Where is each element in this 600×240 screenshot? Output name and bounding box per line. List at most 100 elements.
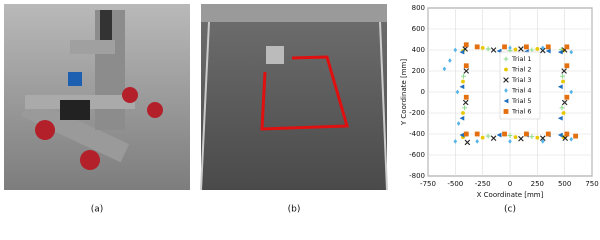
- point: [480, 135, 485, 140]
- x-tick-label: -500: [447, 180, 463, 188]
- point: [474, 131, 480, 137]
- point: [513, 47, 518, 52]
- legend-label: Trial 6: [511, 108, 531, 116]
- point: [464, 139, 471, 146]
- y-tick-label: 0: [421, 88, 425, 96]
- legend-marker: [504, 88, 508, 93]
- point: [480, 45, 485, 50]
- point: [463, 68, 470, 74]
- point: [507, 133, 513, 138]
- y-tick-label: -600: [409, 151, 425, 159]
- point: [459, 49, 465, 55]
- y-tick-label: -800: [409, 172, 425, 180]
- y-tick-label: -400: [409, 130, 425, 138]
- x-tick-label: -250: [475, 180, 491, 188]
- point: [545, 44, 551, 50]
- point: [461, 79, 465, 84]
- y-tick-label: -200: [409, 109, 425, 117]
- photo-robot: [4, 4, 190, 190]
- legend-label: Trial 4: [511, 87, 531, 95]
- legend-label: Trial 2: [511, 66, 531, 74]
- point: [502, 131, 507, 137]
- panel-label: (c): [504, 205, 516, 215]
- point: [560, 73, 565, 79]
- x-tick-label: -750: [420, 180, 436, 188]
- panel-label: (b): [288, 205, 301, 215]
- point: [557, 132, 563, 138]
- legend-box: [499, 51, 541, 120]
- x-tick-label: 500: [558, 180, 571, 188]
- point: [541, 138, 545, 144]
- point: [557, 115, 563, 121]
- point: [569, 136, 574, 142]
- point: [561, 99, 568, 106]
- point: [569, 89, 574, 95]
- point: [463, 63, 469, 69]
- point: [559, 105, 565, 111]
- point: [562, 135, 569, 141]
- point: [535, 47, 540, 51]
- legend-marker: [503, 77, 509, 83]
- legend-label: Trial 1: [511, 55, 531, 63]
- point: [453, 47, 458, 53]
- point: [564, 131, 570, 137]
- y-axis-label: Y Coordinate [mm]: [400, 59, 408, 126]
- point: [518, 46, 524, 52]
- point: [485, 46, 491, 52]
- point: [524, 131, 529, 137]
- point: [459, 115, 465, 121]
- page: (a) (b) (c) X Coordinate [mm] Y Coordina…: [4, 4, 599, 215]
- point: [545, 131, 551, 137]
- point: [455, 89, 460, 95]
- x-tick-label: 250: [531, 180, 544, 188]
- point: [485, 133, 491, 139]
- point: [496, 132, 502, 138]
- point: [463, 94, 469, 100]
- y-tick-label: 400: [412, 46, 425, 54]
- figure: (a) (b) (c) X Coordinate [mm] Y Coordina…: [4, 4, 599, 215]
- point: [535, 135, 540, 140]
- point: [475, 138, 479, 144]
- legend-label: Trial 3: [511, 76, 531, 84]
- point: [569, 49, 574, 55]
- point: [463, 42, 469, 48]
- point: [573, 133, 578, 139]
- x-tick-label: 0: [508, 180, 512, 188]
- point: [502, 44, 507, 50]
- point: [561, 79, 565, 84]
- y-tick-label: 800: [412, 4, 425, 12]
- point: [442, 66, 447, 72]
- point: [557, 49, 563, 55]
- point: [462, 99, 469, 106]
- point: [462, 105, 468, 111]
- panel-label: (a): [91, 205, 104, 215]
- point: [463, 131, 469, 137]
- point: [459, 132, 465, 138]
- point: [561, 111, 566, 115]
- point: [564, 63, 570, 69]
- point: [508, 138, 512, 144]
- legend-marker: [503, 109, 509, 114]
- point: [490, 135, 497, 141]
- point: [524, 44, 529, 50]
- point: [557, 84, 563, 90]
- point: [474, 44, 480, 50]
- point: [459, 84, 465, 90]
- point: [564, 44, 570, 50]
- point: [461, 111, 465, 115]
- legend-marker: [503, 56, 509, 62]
- point: [564, 94, 570, 100]
- point: [490, 47, 497, 53]
- x-tick-label: 750: [585, 180, 598, 188]
- point: [541, 45, 545, 51]
- point: [513, 135, 518, 140]
- point: [461, 73, 466, 79]
- y-tick-label: 600: [412, 25, 425, 33]
- legend-label: Trial 5: [511, 97, 531, 105]
- point: [448, 58, 452, 63]
- photo-arena: [200, 4, 388, 191]
- point: [545, 48, 551, 54]
- point: [508, 45, 512, 51]
- y-tick-label: 200: [412, 67, 425, 75]
- point: [456, 121, 461, 126]
